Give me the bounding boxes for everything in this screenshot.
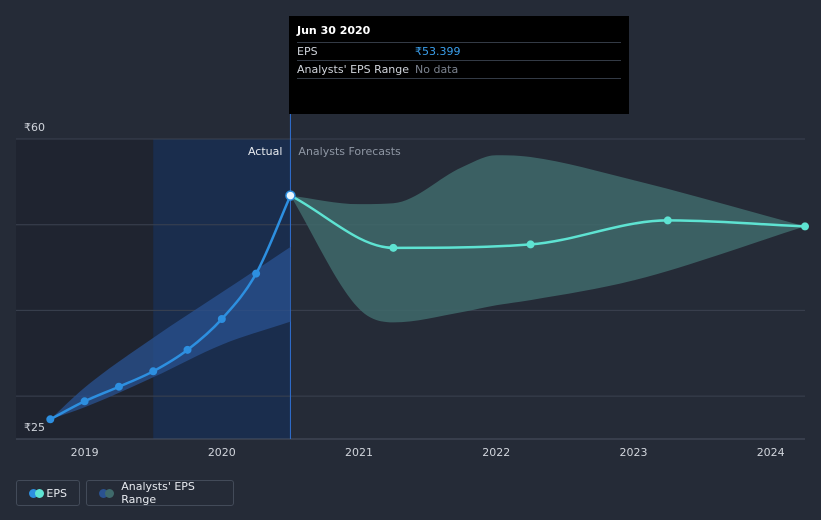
range-areas — [50, 155, 805, 420]
tooltip-range-label: Analysts' EPS Range — [297, 63, 410, 76]
eps-highlight-point — [285, 190, 296, 201]
x-tick-label: 2024 — [757, 446, 785, 459]
legend-eps-label: EPS — [46, 486, 67, 500]
y-tick-label: ₹60 — [24, 121, 45, 134]
eps-points — [46, 190, 809, 424]
tooltip-row-eps: EPS ₹53.399 — [297, 42, 621, 60]
eps-actual-point — [114, 382, 123, 391]
past-eps-range-area — [50, 247, 291, 420]
eps-actual-point — [252, 269, 261, 278]
eps-actual-point — [149, 367, 158, 376]
tooltip-eps-value: ₹53.399 — [415, 45, 461, 58]
tooltip-title: Jun 30 2020 — [297, 24, 371, 37]
legend-eps[interactable]: EPS — [16, 480, 80, 506]
eps-actual-point — [46, 415, 55, 424]
eps-actual-point — [80, 397, 89, 406]
x-tick-label: 2023 — [619, 446, 647, 459]
eps-forecast-point — [663, 216, 672, 225]
x-tick-label: 2020 — [208, 446, 236, 459]
tooltip-range-value: No data — [415, 63, 459, 76]
eps-forecast-point — [801, 222, 809, 231]
eps-actual-point — [217, 315, 226, 323]
forecast-region-label: Analysts Forecasts — [298, 145, 401, 158]
y-tick-label: ₹25 — [24, 421, 45, 434]
actual-region-label: Actual — [248, 145, 282, 158]
range-legend-icon — [99, 488, 114, 498]
x-tick-label: 2021 — [345, 446, 373, 459]
analysts-eps-range-area — [290, 155, 805, 323]
tooltip: Jun 30 2020 EPS ₹53.399 Analysts' EPS Ra… — [289, 16, 629, 114]
legend-range-label: Analysts' EPS Range — [121, 480, 195, 506]
eps-forecast-point — [526, 240, 535, 249]
eps-actual-point — [183, 345, 192, 354]
x-tick-label: 2019 — [71, 446, 99, 459]
eps-forecast-point — [389, 243, 398, 252]
legend-analysts-range[interactable]: Analysts' EPS Range — [86, 480, 234, 506]
tooltip-eps-label: EPS — [297, 45, 318, 58]
eps-legend-icon — [29, 488, 44, 498]
chart-labels: ₹60 ₹25 2019 2020 2021 2022 2023 2024 Actual Anal… — [24, 121, 785, 459]
tooltip-row-range: Analysts' EPS Range No data — [297, 60, 621, 79]
x-tick-label: 2022 — [482, 446, 510, 459]
